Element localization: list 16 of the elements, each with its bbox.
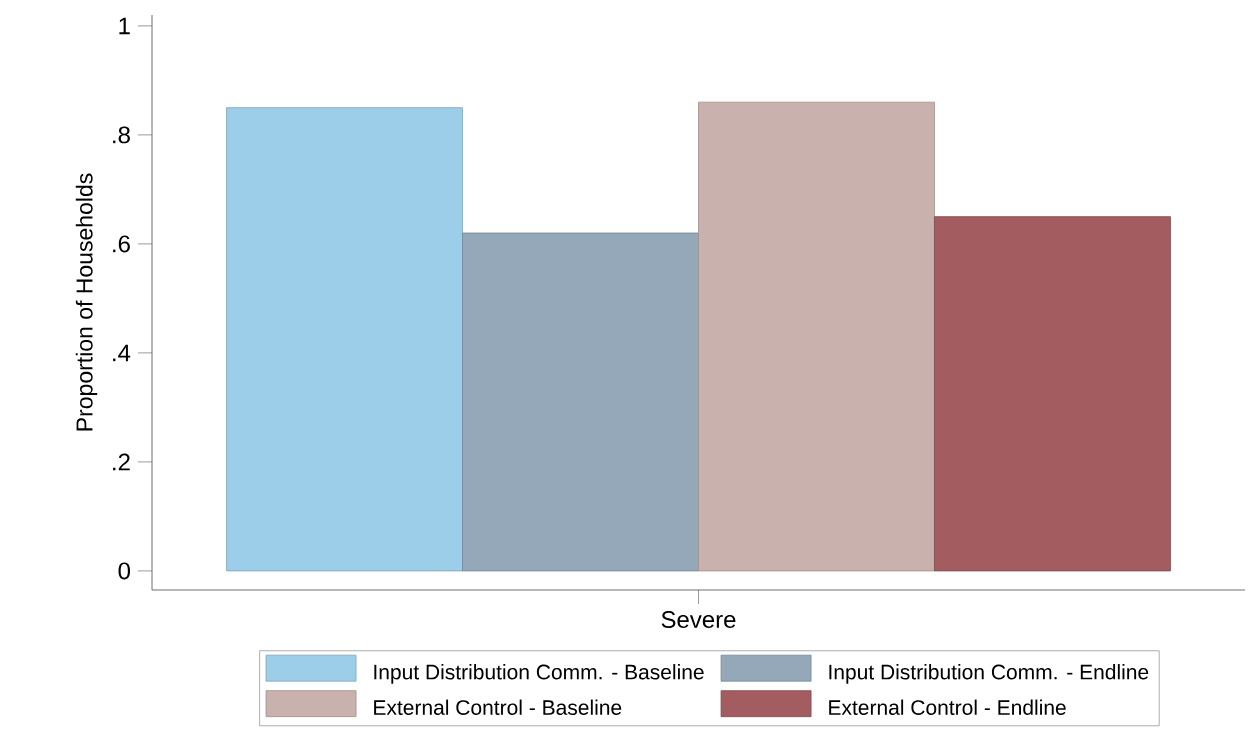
- bar: [226, 107, 463, 572]
- legend-label: Input Distribution Comm. - Endline: [829, 664, 1149, 684]
- bar: [934, 216, 1171, 572]
- y-tick-label: .8: [113, 126, 130, 144]
- bar: [462, 232, 699, 572]
- y-tick-label: .6: [113, 235, 130, 253]
- x-tick-label: Severe: [661, 611, 736, 629]
- y-tick-label: .4: [113, 344, 131, 362]
- y-axis-title: Proportion of Households: [75, 173, 98, 431]
- y-tick-label: 0: [118, 562, 131, 580]
- legend-label: External Control - Baseline: [374, 699, 622, 715]
- y-tick-label: .2: [113, 453, 130, 471]
- legend-label: Input Distribution Comm. - Baseline: [374, 664, 704, 684]
- y-tick-label: 1: [119, 17, 130, 35]
- bar: [698, 101, 935, 572]
- legend-label: External Control - Endline: [829, 699, 1066, 715]
